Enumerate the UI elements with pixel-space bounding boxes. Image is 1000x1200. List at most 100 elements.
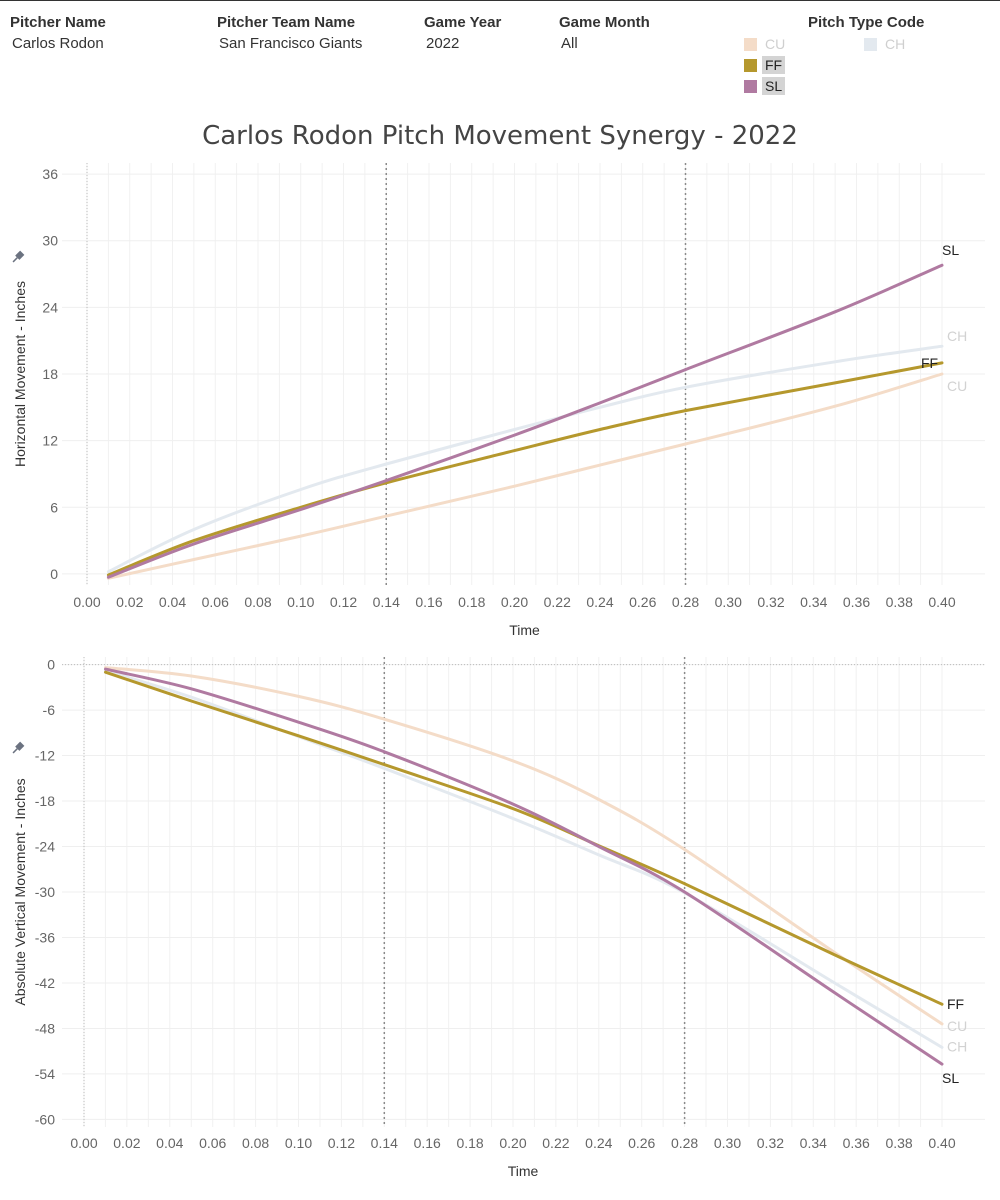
y-tick-label: -30 (35, 884, 55, 900)
x-tick-label: 0.30 (715, 594, 742, 610)
filter-value[interactable]: All (561, 35, 578, 52)
x-tick-label: 0.14 (373, 594, 400, 610)
y-tick-label: 24 (42, 299, 58, 315)
pin-icon-needle (12, 748, 18, 754)
legend-swatch (744, 37, 757, 51)
x-tick-label: 0.24 (585, 1135, 612, 1151)
x-tick-label: 0.04 (156, 1135, 183, 1151)
x-tick-label: 0.04 (159, 594, 186, 610)
x-tick-label: 0.34 (800, 1135, 827, 1151)
legend-item-cu[interactable]: CU (744, 35, 788, 53)
y-tick-label: -18 (35, 793, 55, 809)
pin-icon (12, 250, 25, 263)
legend-label: FF (762, 56, 786, 74)
x-tick-label: 0.08 (242, 1135, 269, 1151)
legend-item-ff[interactable]: FF (744, 56, 786, 74)
x-tick-label: 0.20 (501, 594, 528, 610)
x-axis-label: Time (508, 1163, 539, 1179)
y-tick-label: -54 (35, 1066, 55, 1082)
series-line-sl (106, 263, 944, 579)
x-tick-label: 0.06 (202, 594, 229, 610)
x-tick-label: 0.38 (886, 594, 913, 610)
x-tick-label: 0.18 (456, 1135, 483, 1151)
x-tick-label: 0.16 (415, 594, 442, 610)
filter-value[interactable]: San Francisco Giants (219, 35, 363, 52)
x-tick-label: 0.26 (629, 594, 656, 610)
filter-value[interactable]: 2022 (426, 35, 460, 52)
chart-panel-2: 0.00 0.02 0.04 0.06 0.08 0.10 0.12 0.14 0.16 0.18… (12, 657, 985, 1179)
series-label-ch: CH (947, 328, 967, 344)
series-line-sl (104, 667, 944, 1066)
filter-value[interactable]: Carlos Rodon (12, 35, 104, 52)
x-tick-label: 0.02 (116, 594, 143, 610)
x-tick-label: 0.40 (928, 1135, 955, 1151)
x-tick-label: 0.28 (671, 1135, 698, 1151)
y-tick-label: 12 (42, 433, 58, 449)
legend-item-ch[interactable]: CH (864, 35, 908, 53)
series-line-ch (104, 669, 944, 1049)
x-tick-label: 0.08 (244, 594, 271, 610)
y-axis-label: Horizontal Movement - Inches (12, 281, 28, 467)
pin-icon-needle (12, 257, 18, 263)
series-line-ff (106, 361, 944, 577)
legend-swatch (864, 37, 877, 51)
pin-icon-head (15, 741, 25, 751)
y-tick-label: 18 (42, 366, 58, 382)
y-tick-label: -6 (43, 702, 56, 718)
series-line-ff (104, 670, 944, 1006)
y-tick-label: -12 (35, 748, 55, 764)
chart-title: Carlos Rodon Pitch Movement Synergy - 20… (202, 121, 798, 151)
x-tick-label: 0.36 (843, 1135, 870, 1151)
x-tick-label: 0.22 (542, 1135, 569, 1151)
legend-label: CU (765, 36, 786, 52)
x-tick-label: 0.38 (885, 1135, 912, 1151)
y-tick-label: -60 (35, 1111, 55, 1127)
pin-icon-head (15, 250, 25, 260)
legend-title: Pitch Type Code (808, 14, 925, 31)
legend-item-sl[interactable]: SL (744, 77, 786, 95)
top-border (0, 0, 1000, 1)
x-tick-label: 0.00 (73, 594, 100, 610)
x-tick-label: 0.30 (714, 1135, 741, 1151)
series-line-cu (104, 666, 944, 1026)
series-label-sl: SL (942, 242, 959, 258)
x-tick-label: 0.14 (371, 1135, 398, 1151)
y-tick-label: 6 (50, 499, 58, 515)
x-tick-label: 0.12 (330, 594, 357, 610)
x-tick-label: 0.26 (628, 1135, 655, 1151)
series-label-cu: CU (947, 378, 967, 394)
filter-label: Game Year (424, 14, 502, 31)
y-tick-label: 36 (42, 166, 58, 182)
legend-label: SL (762, 77, 786, 95)
x-tick-label: 0.10 (287, 594, 314, 610)
filter-game-year[interactable]: Game Year 2022 (424, 14, 501, 52)
filter-team-name[interactable]: Pitcher Team Name San Francisco Giants (217, 14, 362, 52)
x-tick-label: 0.00 (70, 1135, 97, 1151)
x-tick-label: 0.40 (928, 594, 955, 610)
x-tick-label: 0.20 (499, 1135, 526, 1151)
y-tick-label: 0 (47, 657, 55, 673)
filter-game-month[interactable]: Game Month All (559, 14, 650, 52)
series-label-ff: FF (947, 996, 964, 1012)
x-tick-label: 0.28 (672, 594, 699, 610)
x-tick-label: 0.34 (800, 594, 827, 610)
series-label-sl: SL (942, 1070, 959, 1086)
filter-pitcher-name[interactable]: Pitcher Name Carlos Rodon (10, 14, 106, 52)
series-line-ch (106, 344, 944, 574)
chart-panel-1: 0.00 0.02 0.04 0.06 0.08 0.10 0.12 0.14 0.16 0.18… (12, 163, 985, 638)
y-axis-label: Absolute Vertical Movement - Inches (12, 778, 28, 1005)
y-tick-label: 30 (42, 233, 58, 249)
series-label-cu: CU (947, 1018, 967, 1034)
x-tick-label: 0.32 (757, 1135, 784, 1151)
y-tick-label: -36 (35, 929, 55, 945)
pin-icon (12, 741, 25, 754)
y-tick-label: -48 (35, 1020, 55, 1036)
x-tick-label: 0.06 (199, 1135, 226, 1151)
x-tick-label: 0.32 (757, 594, 784, 610)
y-tick-label: 0 (50, 566, 58, 582)
legend-swatch (744, 58, 757, 72)
x-tick-label: 0.22 (544, 594, 571, 610)
series-label-ch: CH (947, 1038, 967, 1054)
x-tick-label: 0.10 (285, 1135, 312, 1151)
